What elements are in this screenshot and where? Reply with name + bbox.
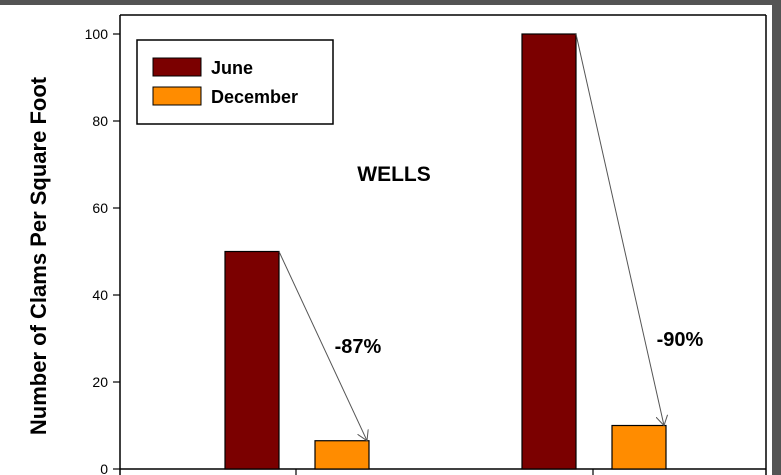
bar-december-group-2 bbox=[611, 424, 667, 470]
arrow-june-to-december-group-2 bbox=[575, 33, 664, 426]
bar-june-group-2 bbox=[521, 33, 577, 470]
legend: June December bbox=[136, 39, 334, 125]
legend-label-june: June bbox=[211, 58, 253, 78]
y-axis-label: Number of Clams Per Square Foot bbox=[26, 76, 51, 435]
bars-group bbox=[224, 33, 667, 470]
y-tick-label-100: 100 bbox=[85, 26, 109, 42]
y-tick-label-40: 40 bbox=[92, 287, 108, 303]
screenshot-edge-top bbox=[0, 0, 781, 5]
annotations-group: -87% -90% bbox=[335, 329, 704, 358]
arrows-group bbox=[278, 33, 664, 441]
legend-box bbox=[136, 39, 334, 125]
y-tick-label-80: 80 bbox=[92, 113, 108, 129]
legend-swatch-december bbox=[152, 86, 202, 106]
arrow-june-to-december-group-1 bbox=[278, 251, 367, 441]
bar-december-group-1 bbox=[314, 440, 370, 470]
y-axis: 0 20 40 60 80 100 bbox=[85, 15, 121, 475]
screenshot-edge-right bbox=[772, 0, 781, 475]
bar-june-group-1 bbox=[224, 250, 280, 470]
y-tick-label-60: 60 bbox=[92, 200, 108, 216]
chart-title: WELLS bbox=[357, 163, 431, 186]
annotation-label-june-to-december-group-2: -90% bbox=[657, 329, 704, 351]
annotation-label-june-to-december-group-1: -87% bbox=[335, 336, 382, 358]
y-tick-label-20: 20 bbox=[92, 374, 108, 390]
y-tick-label-0: 0 bbox=[100, 461, 108, 475]
legend-swatch-june bbox=[152, 57, 202, 77]
legend-label-december: December bbox=[211, 87, 298, 107]
